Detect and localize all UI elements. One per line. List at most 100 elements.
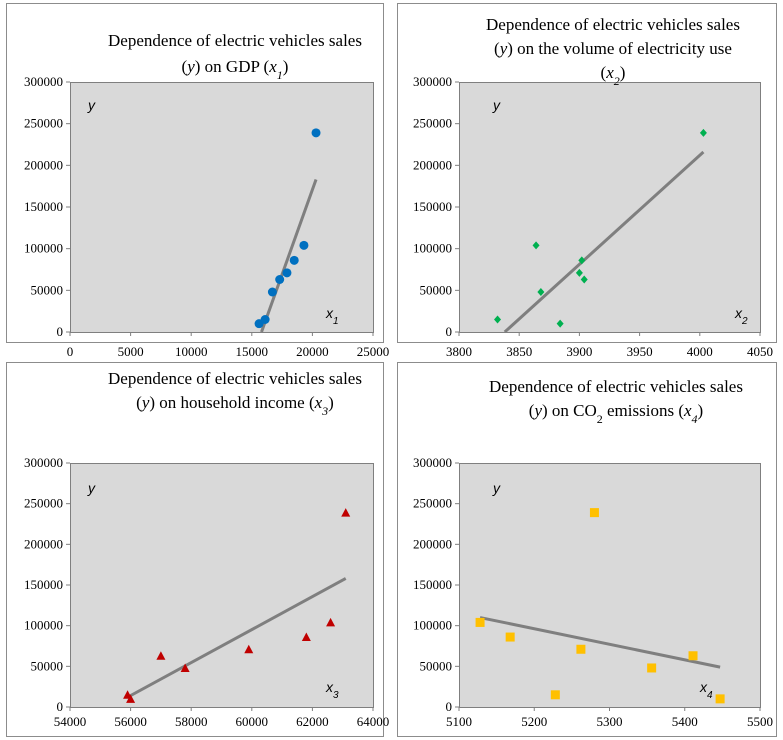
y-tick-label: 300000	[413, 74, 452, 89]
x-axis-label: x4	[699, 679, 713, 701]
data-point	[244, 644, 254, 654]
x-tick-label: 5500	[747, 714, 773, 729]
x-tick-label: 4050	[747, 344, 773, 359]
y-tick-label: 200000	[24, 536, 63, 551]
x-tick-label: 4000	[687, 344, 713, 359]
data-point	[311, 128, 321, 138]
x-tick-label: 0	[67, 344, 74, 359]
data-point	[532, 241, 540, 250]
data-point	[267, 287, 277, 297]
data-point	[156, 651, 166, 660]
y-tick-label: 200000	[24, 157, 63, 172]
chart-panel-1: 0 50000 100000 150000 200000 250000 300000 0 500…	[6, 3, 390, 359]
chart-title-line: Dependence of electric vehicles sales	[489, 377, 743, 396]
data-point	[282, 268, 292, 278]
y-tick-label: 250000	[413, 496, 452, 511]
y-tick-label: 100000	[413, 241, 452, 256]
data-point	[299, 240, 309, 250]
trend-line	[260, 178, 318, 333]
x-tick-label: 20000	[296, 344, 329, 359]
data-point	[688, 651, 698, 661]
y-tick-label: 300000	[24, 74, 63, 89]
chart-title-line: (y) on CO2 emissions (x4)	[529, 401, 703, 426]
x-axis-label: x3	[325, 679, 339, 701]
y-tick-label: 150000	[413, 199, 452, 214]
data-point	[715, 694, 725, 704]
data-point	[494, 315, 502, 324]
x-tick-label: 5200	[521, 714, 547, 729]
y-tick-label: 200000	[413, 157, 452, 172]
data-point	[556, 319, 564, 328]
plot-area	[70, 463, 374, 708]
data-point	[126, 694, 136, 703]
y-tick-label: 50000	[31, 282, 64, 297]
data-point	[576, 644, 586, 654]
chart-title-line: Dependence of electric vehicles sales	[108, 369, 362, 388]
data-point	[580, 275, 588, 284]
x-tick-label: 64000	[357, 714, 390, 729]
data-point	[260, 315, 270, 324]
x-axis-label: x1	[325, 305, 339, 327]
y-tick-label: 50000	[420, 282, 453, 297]
y-axis-label: y	[87, 97, 96, 113]
data-point	[537, 288, 545, 296]
x-tick-label: 3900	[566, 344, 592, 359]
y-tick-label: 300000	[24, 455, 63, 470]
chart-panel-4: 0 50000 100000 150000 200000 250000 300000 5100…	[397, 362, 777, 737]
data-point	[578, 256, 586, 265]
data-point	[301, 632, 311, 642]
y-axis-label: y	[492, 97, 501, 113]
y-tick-label: 150000	[24, 199, 63, 214]
chart-title-line: Dependence of electric vehicles sales	[486, 15, 740, 34]
data-point	[589, 508, 599, 518]
x-tick-label: 62000	[296, 714, 329, 729]
chart-title-line: Dependence of electric vehicles sales	[108, 31, 362, 50]
x-tick-label: 10000	[175, 344, 208, 359]
y-tick-label: 150000	[24, 577, 63, 592]
plot-area	[459, 82, 761, 333]
data-point	[550, 690, 560, 700]
data-point	[575, 268, 583, 277]
x-tick-label: 25000	[357, 344, 390, 359]
x-tick-label: 60000	[236, 714, 269, 729]
chart-title-line: (y) on the volume of electricity use	[494, 39, 732, 58]
data-point	[289, 255, 299, 265]
y-tick-label: 50000	[420, 658, 453, 673]
data-point	[180, 663, 190, 672]
chart-title-line: (y) on household income (x3)	[136, 393, 334, 418]
y-tick-label: 100000	[24, 618, 63, 633]
x-tick-label: 15000	[236, 344, 269, 359]
chart-panel-3: 0 50000 100000 150000 200000 250000 300000 5400…	[6, 362, 390, 737]
y-tick-label: 50000	[31, 658, 64, 673]
y-tick-label: 0	[57, 324, 64, 339]
y-tick-label: 100000	[413, 618, 452, 633]
chart-panel-2: 0 50000 100000 150000 200000 250000 300000 3800…	[397, 3, 777, 359]
x-axis-label: x2	[734, 305, 748, 327]
x-tick-label: 5300	[597, 714, 623, 729]
x-tick-label: 54000	[54, 714, 87, 729]
y-tick-label: 150000	[413, 577, 452, 592]
data-point	[699, 128, 707, 137]
y-tick-label: 250000	[24, 496, 63, 511]
y-tick-label: 0	[57, 699, 64, 714]
data-point	[505, 632, 515, 642]
y-tick-label: 250000	[413, 116, 452, 131]
x-tick-label: 3850	[506, 344, 532, 359]
trend-line	[126, 577, 347, 699]
y-tick-label: 200000	[413, 536, 452, 551]
data-point	[326, 617, 336, 627]
trend-line	[503, 150, 705, 334]
x-tick-label: 58000	[175, 714, 208, 729]
y-tick-label: 0	[446, 324, 453, 339]
data-point	[647, 663, 657, 673]
x-tick-label: 56000	[114, 714, 147, 729]
plot-area	[70, 82, 374, 333]
x-tick-label: 5100	[446, 714, 472, 729]
y-axis-label: y	[87, 480, 96, 496]
y-tick-label: 0	[446, 699, 453, 714]
chart-title-line: (y) on GDP (x1)	[182, 57, 289, 82]
y-tick-label: 100000	[24, 241, 63, 256]
x-tick-label: 3950	[627, 344, 653, 359]
chart-title-line: (x2)	[601, 63, 626, 88]
